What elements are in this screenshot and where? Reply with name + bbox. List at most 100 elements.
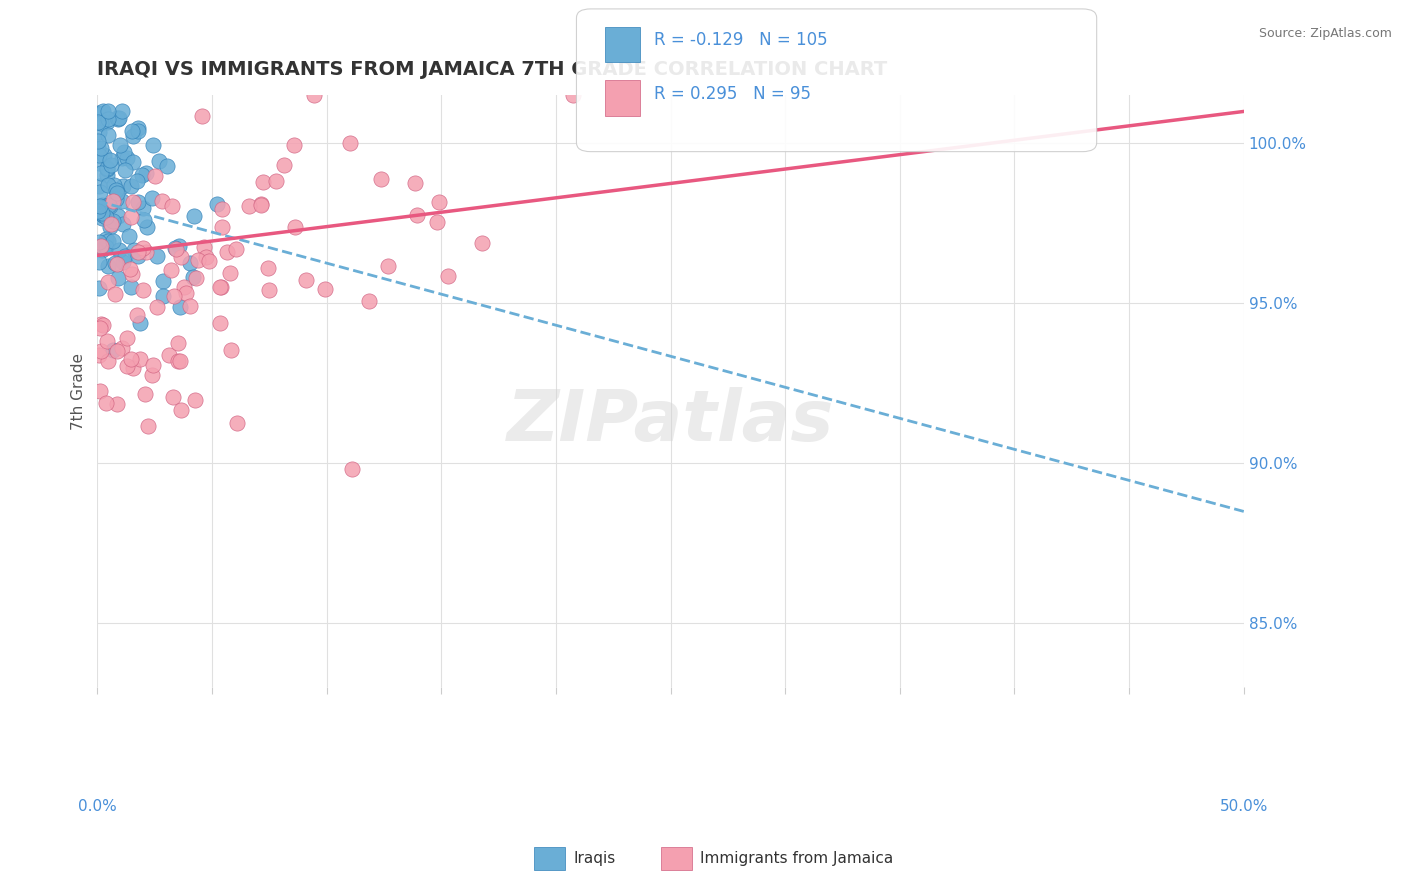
Point bbox=[127, 124, 149, 138]
Point bbox=[183, 269, 205, 284]
Point bbox=[105, 186, 128, 200]
Point bbox=[209, 279, 232, 293]
Point bbox=[103, 178, 125, 192]
Point bbox=[135, 244, 157, 259]
Point bbox=[89, 235, 111, 249]
Point bbox=[152, 275, 174, 289]
Point bbox=[404, 177, 426, 191]
Point bbox=[87, 115, 110, 129]
Point bbox=[104, 256, 127, 270]
Point bbox=[128, 316, 150, 330]
Point bbox=[94, 240, 117, 254]
Point bbox=[129, 352, 152, 367]
Point bbox=[118, 262, 141, 277]
Point bbox=[167, 239, 190, 253]
Point bbox=[169, 353, 191, 368]
Point bbox=[122, 155, 145, 169]
Point bbox=[91, 318, 114, 332]
Point bbox=[94, 232, 117, 246]
Point bbox=[87, 156, 110, 170]
Point bbox=[179, 256, 201, 270]
Point bbox=[111, 104, 134, 119]
Text: Iraqis: Iraqis bbox=[574, 852, 616, 866]
Point bbox=[225, 416, 247, 430]
Point bbox=[160, 263, 183, 277]
Point bbox=[238, 199, 260, 213]
Point bbox=[115, 331, 138, 345]
Point bbox=[169, 301, 191, 315]
Point bbox=[211, 202, 233, 216]
Point bbox=[141, 191, 163, 205]
Point bbox=[114, 163, 136, 178]
Point bbox=[121, 268, 143, 282]
Point bbox=[90, 344, 112, 359]
Point bbox=[90, 238, 112, 252]
Point bbox=[156, 160, 179, 174]
Point bbox=[225, 242, 247, 256]
Text: Source: ZipAtlas.com: Source: ZipAtlas.com bbox=[1258, 27, 1392, 40]
Point bbox=[89, 185, 111, 199]
Point bbox=[193, 240, 215, 254]
Point bbox=[91, 106, 114, 120]
Point bbox=[194, 251, 217, 265]
Point bbox=[122, 243, 145, 257]
Point bbox=[197, 253, 219, 268]
Point bbox=[120, 279, 142, 293]
Point bbox=[111, 178, 134, 193]
Point bbox=[170, 403, 193, 417]
Point bbox=[87, 141, 110, 155]
Point bbox=[121, 124, 143, 138]
Point bbox=[90, 166, 112, 180]
Point bbox=[162, 289, 184, 303]
Point bbox=[162, 390, 184, 404]
Point bbox=[97, 104, 120, 119]
Point bbox=[101, 235, 124, 249]
Point bbox=[152, 289, 174, 303]
Point bbox=[103, 214, 125, 228]
Point bbox=[132, 241, 155, 255]
Point bbox=[176, 286, 198, 301]
Point bbox=[314, 282, 336, 296]
Point bbox=[427, 194, 450, 209]
Point bbox=[162, 199, 184, 213]
Point bbox=[89, 200, 111, 214]
Point bbox=[105, 192, 128, 206]
Point bbox=[93, 148, 115, 162]
Point bbox=[97, 112, 120, 126]
Point bbox=[87, 134, 110, 148]
Point bbox=[100, 217, 122, 231]
Text: ZIPatlas: ZIPatlas bbox=[508, 386, 834, 456]
Point bbox=[93, 241, 115, 255]
Point bbox=[215, 245, 238, 260]
Point bbox=[91, 244, 114, 258]
Point bbox=[132, 283, 155, 297]
Point bbox=[142, 137, 165, 152]
Point bbox=[219, 343, 242, 357]
Point bbox=[105, 344, 128, 359]
Point bbox=[89, 199, 111, 213]
Point bbox=[90, 202, 112, 217]
Point bbox=[146, 249, 169, 263]
Point bbox=[273, 158, 295, 172]
Point bbox=[89, 321, 111, 335]
Point bbox=[107, 209, 129, 223]
Point bbox=[115, 359, 138, 373]
Point bbox=[470, 235, 492, 250]
Point bbox=[377, 259, 399, 273]
Point bbox=[96, 334, 118, 349]
Point bbox=[146, 300, 169, 314]
Point bbox=[122, 360, 145, 375]
Point bbox=[209, 316, 232, 330]
Point bbox=[166, 354, 188, 368]
Point bbox=[97, 354, 120, 368]
Point bbox=[96, 275, 118, 289]
Point bbox=[170, 250, 193, 264]
Point bbox=[370, 172, 392, 186]
Point bbox=[339, 136, 361, 150]
Point bbox=[115, 151, 138, 165]
Point bbox=[96, 161, 118, 175]
Point bbox=[143, 169, 166, 184]
Point bbox=[87, 281, 110, 295]
Point bbox=[127, 120, 149, 135]
Point bbox=[125, 308, 148, 322]
